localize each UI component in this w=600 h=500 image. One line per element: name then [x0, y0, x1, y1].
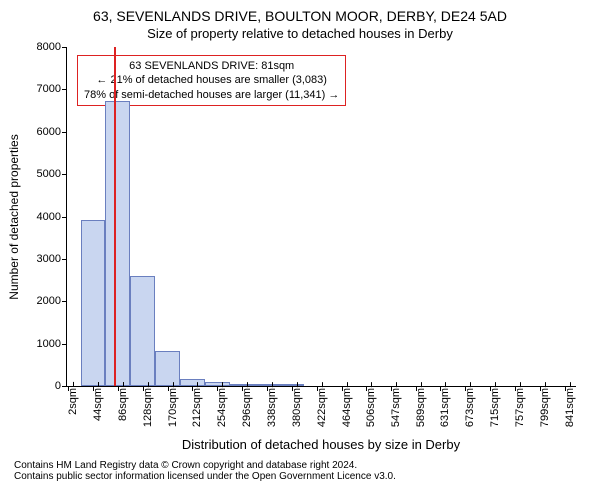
x-tick-label: 673sqm — [464, 388, 476, 427]
y-tick: 1000 — [21, 338, 61, 350]
x-tick-label: 841sqm — [564, 388, 576, 427]
chart-card: 63, SEVENLANDS DRIVE, BOULTON MOOR, DERB… — [0, 0, 600, 500]
x-tick-label: 380sqm — [291, 388, 303, 427]
footer-line2: Contains public sector information licen… — [14, 471, 590, 482]
x-tick-label: 128sqm — [142, 388, 154, 427]
y-tick: 5000 — [21, 168, 61, 180]
y-tick: 7000 — [21, 83, 61, 95]
y-tick: 2000 — [21, 295, 61, 307]
x-tick-label: 338sqm — [266, 388, 278, 427]
x-tick-label: 464sqm — [341, 388, 353, 427]
y-tick: 3000 — [21, 253, 61, 265]
x-tick-label: 631sqm — [439, 388, 451, 427]
x-tick-label: 589sqm — [415, 388, 427, 427]
histogram-bar — [130, 276, 155, 386]
y-axis-label: Number of detached properties — [7, 134, 21, 299]
histogram-bar — [105, 101, 130, 386]
annotation-line3: 78% of semi-detached houses are larger (… — [84, 88, 339, 102]
footer: Contains HM Land Registry data © Crown c… — [14, 460, 590, 482]
y-tick: 6000 — [21, 126, 61, 138]
histogram-bar — [180, 379, 205, 386]
x-tick-label: 715sqm — [489, 388, 501, 427]
plot-area: Number of detached properties 63 SEVENLA… — [66, 47, 576, 387]
x-tick-label: 44sqm — [92, 388, 104, 421]
reference-line — [114, 47, 116, 386]
x-tick-label: 296sqm — [241, 388, 253, 427]
y-tick: 8000 — [21, 41, 61, 53]
x-tick-label: 212sqm — [191, 388, 203, 427]
footer-line1: Contains HM Land Registry data © Crown c… — [14, 460, 590, 471]
x-tick-label: 506sqm — [365, 388, 377, 427]
histogram-plot: 63 SEVENLANDS DRIVE: 81sqm ← 21% of deta… — [66, 47, 576, 387]
x-tick-label: 254sqm — [216, 388, 228, 427]
x-tick-label: 170sqm — [167, 388, 179, 427]
x-tick-label: 86sqm — [117, 388, 129, 421]
x-tick-label: 547sqm — [390, 388, 402, 427]
histogram-bar — [81, 220, 106, 386]
annotation-line2: ← 21% of detached houses are smaller (3,… — [84, 73, 339, 87]
annotation-line1: 63 SEVENLANDS DRIVE: 81sqm — [84, 59, 339, 73]
x-axis-label: Distribution of detached houses by size … — [66, 437, 576, 452]
y-tick: 0 — [21, 380, 61, 392]
annotation-box: 63 SEVENLANDS DRIVE: 81sqm ← 21% of deta… — [77, 55, 346, 106]
x-tick-label: 2sqm — [67, 388, 79, 415]
y-tick: 4000 — [21, 211, 61, 223]
chart-subtitle: Size of property relative to detached ho… — [10, 26, 590, 41]
x-tick-label: 799sqm — [539, 388, 551, 427]
chart-title: 63, SEVENLANDS DRIVE, BOULTON MOOR, DERB… — [10, 8, 590, 24]
x-tick-label: 422sqm — [316, 388, 328, 427]
x-tick-label: 757sqm — [514, 388, 526, 427]
histogram-bar — [155, 351, 180, 386]
